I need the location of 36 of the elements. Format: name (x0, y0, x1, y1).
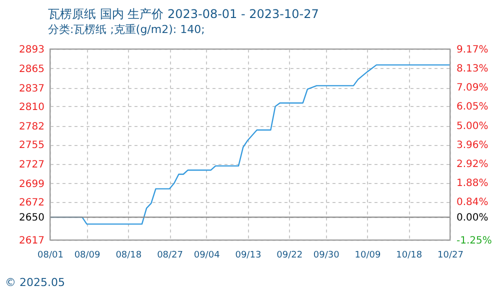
x-tick-label: 09/30 (313, 250, 340, 260)
x-tick-label: 09/04 (194, 250, 220, 260)
y2-tick-label: 8.13% (456, 64, 488, 75)
y2-tick-label: 0.84% (456, 197, 488, 208)
chart-subtitle: 分类:瓦楞纸 ;克重(g/m2): 140; (48, 23, 205, 36)
y-tick-label: 2672 (19, 197, 44, 208)
x-tick-label: 09/22 (276, 250, 303, 260)
y2-tick-label: 2.92% (456, 159, 488, 170)
x-tick-label: 08/09 (74, 250, 101, 260)
chart-title: 瓦楞原纸 国内 生产价 2023-08-01 - 2023-10-27 (48, 7, 319, 21)
x-tick-label: 08/27 (157, 250, 184, 260)
y2-tick-label: 0.00% (456, 212, 488, 224)
y2-tick-label: 7.09% (456, 82, 488, 94)
x-tick-label: 08/01 (38, 250, 64, 260)
y-tick-label: 2893 (19, 44, 44, 56)
x-tick-label: 10/27 (438, 250, 464, 260)
y-tick-label: 2755 (19, 140, 44, 151)
y-tick-label: 2617 (19, 236, 44, 246)
y2-tick-label: 5.00% (456, 120, 488, 132)
y-tick-label: 2837 (19, 83, 44, 94)
y-tick-label: 2782 (19, 121, 44, 132)
y2-tick-label: 6.05% (456, 102, 488, 113)
x-tick-label: 09/13 (235, 250, 262, 260)
y-tick-label: 2727 (19, 159, 44, 170)
y-tick-label: 2650 (19, 212, 44, 224)
y2-tick-label: 9.17% (456, 44, 488, 56)
x-tick-label: 08/18 (116, 250, 142, 260)
y-tick-label: 2699 (19, 178, 44, 190)
y2-tick-label: 3.96% (456, 140, 488, 151)
x-tick-label: 10/09 (354, 250, 381, 260)
y-tick-label: 2810 (19, 102, 44, 113)
y2-tick-label: -1.25% (456, 236, 492, 246)
x-tick-label: 10/18 (396, 250, 422, 260)
text: © 2025.05 (5, 276, 65, 289)
y2-tick-label: 1.88% (456, 178, 488, 190)
y-tick-label: 2865 (19, 64, 44, 75)
